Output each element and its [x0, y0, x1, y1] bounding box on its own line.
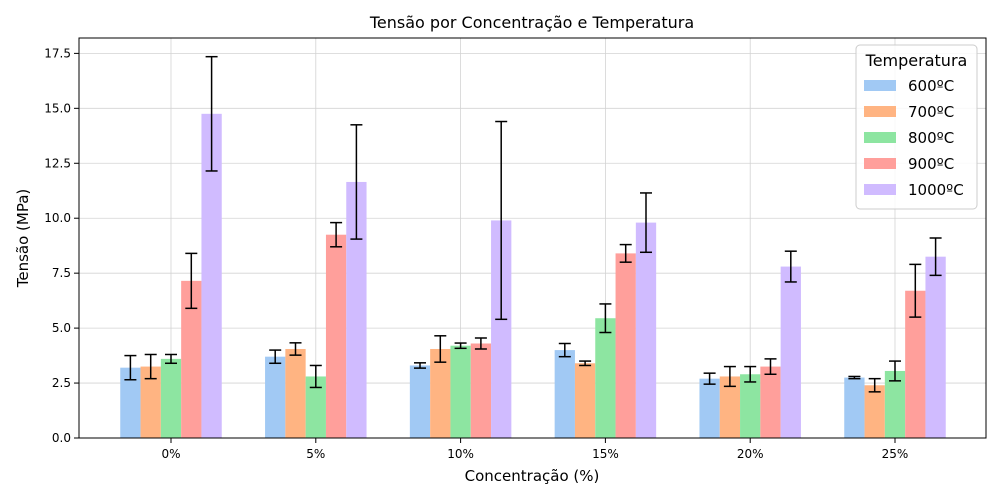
bar-1000ºC-25%	[925, 256, 946, 438]
legend-label: 800ºC	[908, 129, 954, 147]
bar-800ºC-20%	[740, 374, 761, 438]
x-axis: 0% 5% 10% 15% 20% 25%	[161, 438, 908, 461]
y-tick-label: 2.5	[52, 376, 71, 390]
bar-600ºC-25%	[844, 377, 865, 438]
legend-swatch-600ºC	[864, 80, 896, 91]
bar-900ºC-25%	[905, 290, 926, 438]
bar-700ºC-5%	[285, 348, 306, 438]
bar-1000ºC-15%	[635, 222, 657, 438]
bar-900ºC-10%	[470, 343, 492, 438]
bar-800ºC-15%	[595, 318, 616, 438]
legend-swatch-1000ºC	[864, 184, 896, 195]
y-axis: 0.0 2.5 5.0 7.5 10.0 12.5 15.0 17.5	[44, 46, 79, 445]
error-bars	[124, 55, 942, 393]
plot-frame	[78, 37, 987, 439]
bar-600ºC-15%	[554, 350, 575, 438]
legend-swatch-700ºC	[864, 106, 896, 117]
y-tick-label: 15.0	[44, 101, 71, 115]
bar-800ºC-25%	[884, 370, 906, 438]
bar-900ºC-20%	[760, 366, 781, 438]
bar-800ºC-0%	[160, 358, 182, 438]
legend-label: 700ºC	[908, 103, 954, 121]
bar-700ºC-25%	[864, 385, 885, 438]
x-tick-label: 5%	[306, 447, 325, 461]
y-tick-label: 7.5	[52, 266, 71, 280]
x-axis-label: Concentração (%)	[465, 467, 600, 485]
bar-600ºC-10%	[409, 365, 431, 438]
bar-800ºC-5%	[305, 376, 326, 438]
bar-1000ºC-0%	[201, 113, 222, 439]
bar-600ºC-5%	[265, 356, 286, 438]
chart-title: Tensão por Concentração e Temperatura	[369, 13, 694, 32]
legend-swatch-800ºC	[864, 132, 896, 143]
x-tick-label: 20%	[737, 447, 764, 461]
x-tick-label: 10%	[447, 447, 474, 461]
bar-600ºC-0%	[120, 367, 141, 438]
bar-900ºC-5%	[325, 234, 347, 438]
y-tick-label: 12.5	[44, 156, 71, 170]
bar-1000ºC-10%	[491, 220, 512, 438]
y-tick-label: 17.5	[44, 46, 71, 60]
legend-label: 1000ºC	[908, 181, 964, 199]
legend: Temperatura 600ºC 700ºC 800ºC 900ºC 1000ºC	[855, 44, 978, 210]
x-tick-label: 25%	[882, 447, 909, 461]
bar-900ºC-0%	[181, 280, 202, 438]
y-tick-label: 0.0	[52, 431, 71, 445]
legend-label: 900ºC	[908, 155, 954, 173]
bars	[120, 113, 946, 439]
x-tick-label: 15%	[592, 447, 619, 461]
bar-700ºC-0%	[140, 366, 161, 438]
legend-label: 600ºC	[908, 77, 954, 95]
y-tick-label: 5.0	[52, 321, 71, 335]
bar-600ºC-20%	[699, 378, 720, 438]
bar-700ºC-15%	[574, 363, 596, 438]
bar-1000ºC-20%	[780, 266, 801, 438]
bar-700ºC-10%	[430, 348, 451, 438]
bar-1000ºC-5%	[346, 181, 367, 438]
y-axis-label: Tensão (MPa)	[14, 189, 32, 289]
legend-title: Temperatura	[865, 51, 968, 70]
x-tick-label: 0%	[161, 447, 180, 461]
y-tick-label: 10.0	[44, 211, 71, 225]
bar-800ºC-10%	[450, 345, 471, 438]
bar-700ºC-20%	[719, 376, 741, 438]
bar-900ºC-15%	[615, 253, 636, 438]
legend-swatch-900ºC	[864, 158, 896, 169]
